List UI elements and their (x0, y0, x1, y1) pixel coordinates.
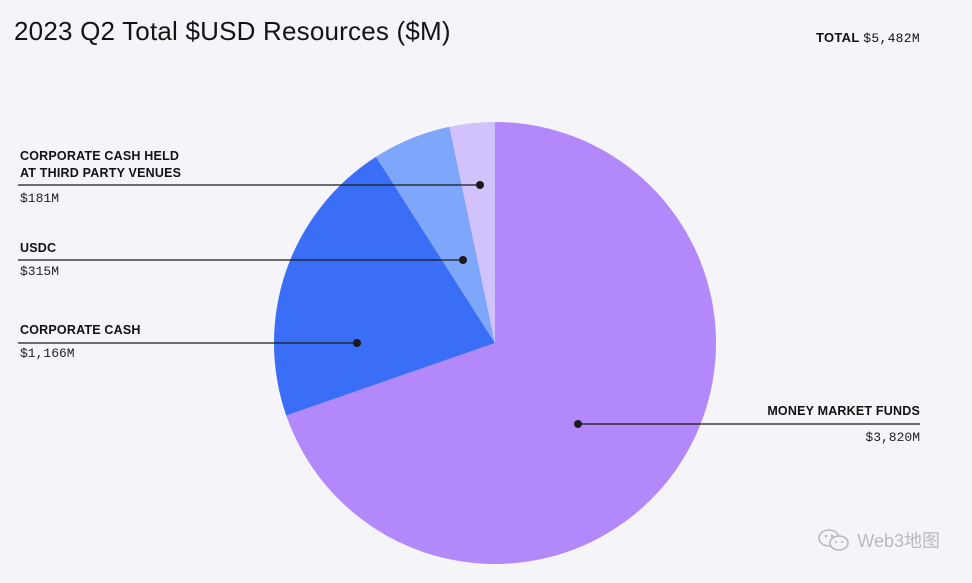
leader-corporate-cash-dot (353, 339, 361, 347)
slice-label-third-party-line1: CORPORATE CASH HELD (20, 149, 180, 163)
slice-label-third-party-line2: AT THIRD PARTY VENUES (20, 166, 182, 180)
slice-value-usdc: $315M (20, 264, 60, 279)
watermark: Web3地图 (817, 527, 940, 553)
slice-value-corporate-cash: $1,166M (20, 346, 75, 361)
slice-label-corporate-cash: CORPORATE CASH (20, 323, 141, 337)
slice-label-usdc: USDC (20, 241, 57, 255)
leader-third-party-dot (476, 181, 484, 189)
slice-value-money-market: $3,820M (865, 430, 920, 445)
leader-usdc-dot (459, 256, 467, 264)
slice-money-market (286, 122, 716, 564)
chart-title: 2023 Q2 Total $USD Resources ($M) (14, 16, 451, 46)
leader-lines (18, 181, 920, 428)
slice-label-money-market: MONEY MARKET FUNDS (767, 404, 920, 418)
watermark-text: Web3地图 (857, 531, 940, 551)
slice-third-party (449, 122, 495, 343)
wechat-icon (817, 528, 851, 552)
total-value: $5,482M (863, 31, 920, 46)
slice-corporate-cash (274, 156, 495, 416)
slice-value-third-party: $181M (20, 191, 60, 206)
pie-slices (274, 122, 716, 564)
leader-money-market-dot (574, 420, 582, 428)
total-label: TOTAL $5,482M (816, 30, 920, 46)
total-caption: TOTAL (815, 30, 860, 45)
slice-usdc (376, 126, 495, 343)
slice-label-third-party: CORPORATE CASH HELD AT THIRD PARTY VENUE… (20, 148, 181, 182)
